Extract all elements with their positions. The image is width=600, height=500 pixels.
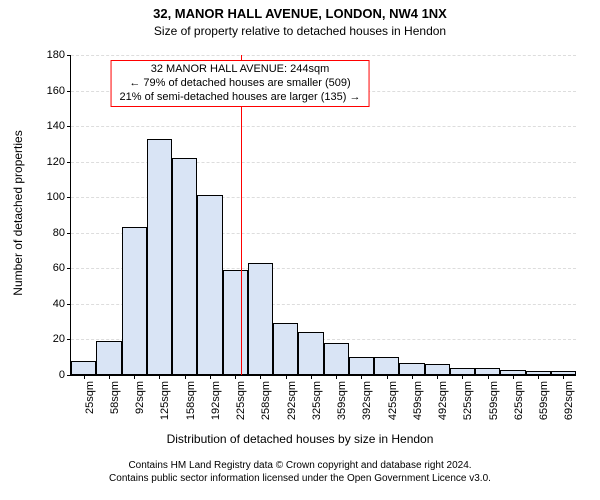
xtick-mark [336,375,337,379]
xtick-label: 692sqm [563,381,575,420]
xtick-label: 559sqm [488,381,500,420]
xtick-mark [387,375,388,379]
xtick-label: 492sqm [437,381,449,420]
xtick-label: 125sqm [159,381,171,420]
xtick-label: 258sqm [260,381,272,420]
bar [147,139,172,375]
bar [450,368,475,375]
xtick-mark [412,375,413,379]
bar [273,323,298,375]
xtick-mark [159,375,160,379]
xaxis-title: Distribution of detached houses by size … [0,432,600,446]
bar [324,343,349,375]
reference-callout-box: 32 MANOR HALL AVENUE: 244sqm ← 79% of de… [111,60,370,107]
ytick-label: 120 [47,156,71,168]
xtick-label: 525sqm [462,381,474,420]
bar [374,357,399,375]
xtick-label: 92sqm [134,381,146,414]
ytick-label: 100 [47,191,71,203]
xtick-mark [563,375,564,379]
ytick-label: 0 [59,369,71,381]
xtick-label: 659sqm [538,381,550,420]
xtick-mark [538,375,539,379]
xtick-mark [488,375,489,379]
bar [248,263,273,375]
xtick-mark [311,375,312,379]
xtick-mark [513,375,514,379]
yaxis-title: Number of detached properties [11,113,25,313]
xtick-mark [84,375,85,379]
bar [172,158,197,375]
reference-line-3: 21% of semi-detached houses are larger (… [120,91,361,105]
bar [298,332,323,375]
chart-title-text: 32, MANOR HALL AVENUE, LONDON, NW4 1NX [153,6,447,21]
bar [475,368,500,375]
xtick-label: 225sqm [235,381,247,420]
ytick-label: 80 [53,227,71,239]
bar [399,363,424,375]
chart-subtitle-text: Size of property relative to detached ho… [154,24,446,38]
yaxis-title-text: Number of detached properties [11,130,25,295]
gridline-horizontal [71,55,576,56]
bar [71,361,96,375]
ytick-label: 40 [53,298,71,310]
ytick-label: 140 [47,120,71,132]
xtick-mark [185,375,186,379]
xtick-mark [260,375,261,379]
ytick-label: 20 [53,333,71,345]
bar [349,357,374,375]
bar [223,270,248,375]
xtick-label: 158sqm [185,381,197,420]
chart-subtitle: Size of property relative to detached ho… [0,24,600,38]
bar [197,195,222,375]
gridline-horizontal [71,126,576,127]
ytick-label: 60 [53,262,71,274]
ytick-label: 180 [47,49,71,61]
xtick-label: 192sqm [210,381,222,420]
xtick-label: 292sqm [286,381,298,420]
xtick-mark [210,375,211,379]
xtick-label: 459sqm [412,381,424,420]
ytick-label: 160 [47,85,71,97]
xtick-mark [235,375,236,379]
xtick-label: 325sqm [311,381,323,420]
attribution-line-2: Contains public sector information licen… [0,473,600,486]
xtick-label: 25sqm [84,381,96,414]
xtick-label: 58sqm [109,381,121,414]
attribution-line-1: Contains HM Land Registry data © Crown c… [0,460,600,473]
xaxis-title-text: Distribution of detached houses by size … [167,432,434,446]
reference-line-1: 32 MANOR HALL AVENUE: 244sqm [120,63,361,77]
chart-title: 32, MANOR HALL AVENUE, LONDON, NW4 1NX [0,6,600,21]
attribution: Contains HM Land Registry data © Crown c… [0,460,600,485]
xtick-mark [437,375,438,379]
bar [122,227,147,375]
bar [96,341,121,375]
xtick-mark [462,375,463,379]
xtick-label: 625sqm [513,381,525,420]
xtick-mark [109,375,110,379]
reference-line-2: ← 79% of detached houses are smaller (50… [120,77,361,91]
xtick-mark [361,375,362,379]
xtick-label: 359sqm [336,381,348,420]
xtick-label: 425sqm [387,381,399,420]
xtick-mark [286,375,287,379]
xtick-mark [134,375,135,379]
xtick-label: 392sqm [361,381,373,420]
bar [425,364,450,375]
